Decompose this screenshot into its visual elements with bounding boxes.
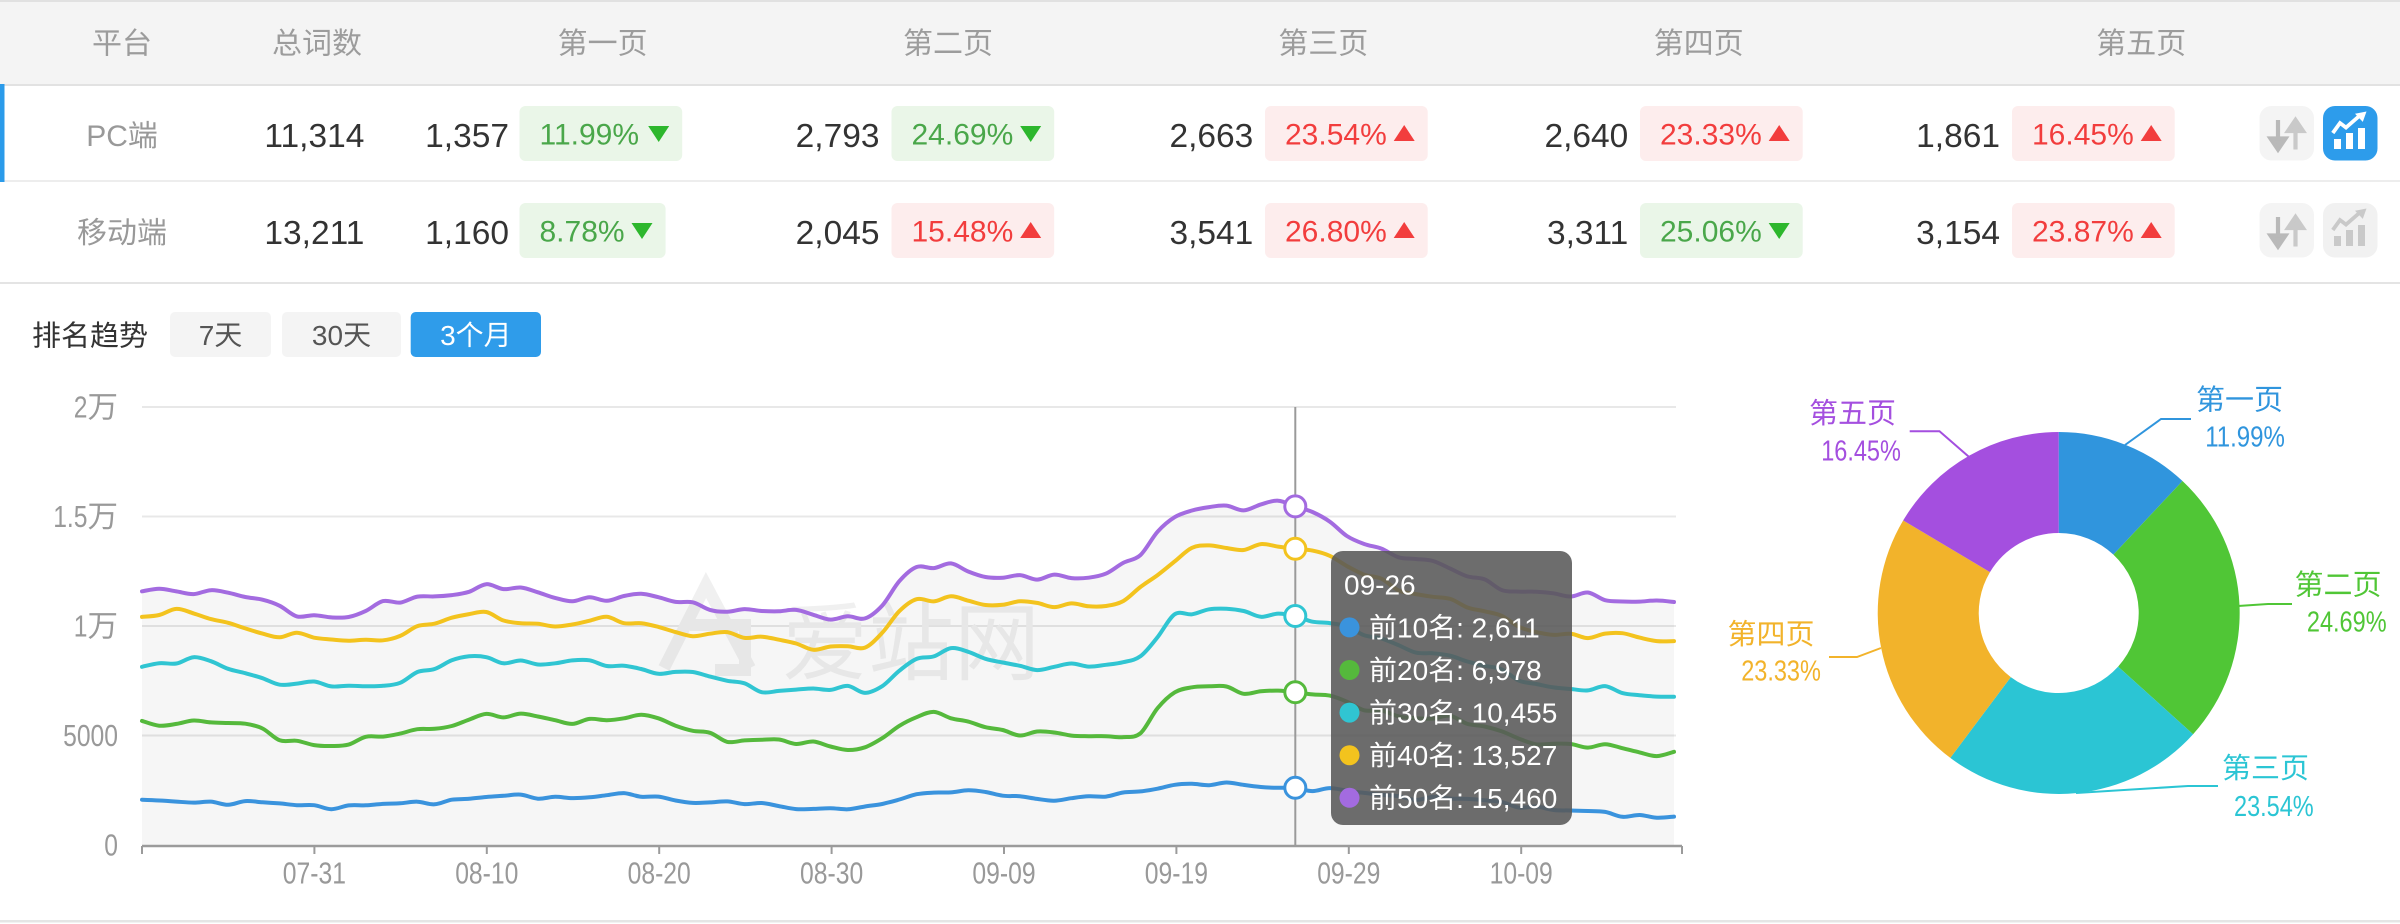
svg-text:30: 30	[312, 320, 343, 351]
svg-text:24.69%: 24.69%	[912, 119, 1014, 152]
svg-text:40: 40	[1397, 740, 1428, 771]
svg-text:26.80%: 26.80%	[1285, 216, 1387, 249]
svg-text:30: 30	[1397, 698, 1428, 729]
svg-text:: 10,455: : 10,455	[1456, 698, 1557, 729]
svg-text:7: 7	[199, 320, 215, 351]
svg-text:PC: PC	[86, 120, 128, 153]
svg-text:10: 10	[1397, 612, 1428, 643]
svg-text:08-10: 08-10	[455, 857, 518, 891]
svg-text:08-20: 08-20	[628, 857, 691, 891]
svg-text:09-26: 09-26	[1344, 570, 1416, 601]
svg-text:07-31: 07-31	[283, 857, 346, 891]
svg-text:: 6,978: : 6,978	[1456, 655, 1542, 686]
svg-text:23.33%: 23.33%	[1741, 656, 1821, 688]
svg-text:08-30: 08-30	[800, 857, 863, 891]
svg-text:: 2,611: : 2,611	[1456, 612, 1540, 643]
svg-text:0: 0	[104, 829, 118, 863]
svg-text:8.78%: 8.78%	[540, 216, 625, 249]
svg-text:11.99%: 11.99%	[540, 119, 640, 152]
svg-text:10-09: 10-09	[1490, 857, 1553, 891]
svg-text:09-09: 09-09	[972, 857, 1035, 891]
svg-text:24.69%: 24.69%	[2307, 607, 2387, 639]
svg-text:16.45%: 16.45%	[1821, 436, 1901, 468]
svg-text:: 15,460: : 15,460	[1456, 783, 1557, 814]
svg-text:20: 20	[1397, 655, 1428, 686]
svg-text:25.06%: 25.06%	[1660, 216, 1762, 249]
svg-text:3: 3	[440, 320, 456, 351]
svg-text:15.48%: 15.48%	[912, 216, 1014, 249]
svg-text:09-19: 09-19	[1145, 857, 1208, 891]
svg-text:23.54%: 23.54%	[2234, 791, 2314, 823]
svg-text:11,314: 11,314	[264, 118, 364, 155]
svg-text:: 13,527: : 13,527	[1456, 740, 1557, 771]
svg-text:11.99%: 11.99%	[2205, 422, 2285, 454]
svg-text:23.33%: 23.33%	[1660, 119, 1762, 152]
svg-text:50: 50	[1397, 783, 1428, 814]
svg-text:3,311: 3,311	[1547, 215, 1628, 252]
svg-text:09-29: 09-29	[1317, 857, 1380, 891]
svg-text:2,663: 2,663	[1169, 118, 1253, 155]
svg-text:5000: 5000	[63, 719, 118, 753]
svg-text:1,357: 1,357	[425, 118, 509, 155]
svg-text:1,861: 1,861	[1916, 118, 2000, 155]
svg-text:2,045: 2,045	[796, 215, 880, 252]
svg-text:3,541: 3,541	[1169, 215, 1253, 252]
svg-text:1.5: 1.5	[53, 500, 87, 534]
svg-text:1: 1	[74, 610, 88, 644]
svg-text:23.87%: 23.87%	[2032, 216, 2134, 249]
svg-text:2: 2	[74, 391, 88, 425]
svg-text:2,793: 2,793	[796, 118, 880, 155]
svg-text:1,160: 1,160	[425, 215, 509, 252]
svg-text:16.45%: 16.45%	[2032, 119, 2134, 152]
svg-text:2,640: 2,640	[1544, 118, 1628, 155]
svg-text:3,154: 3,154	[1916, 215, 2000, 252]
svg-text:23.54%: 23.54%	[1285, 119, 1387, 152]
svg-text:13,211: 13,211	[264, 215, 364, 252]
